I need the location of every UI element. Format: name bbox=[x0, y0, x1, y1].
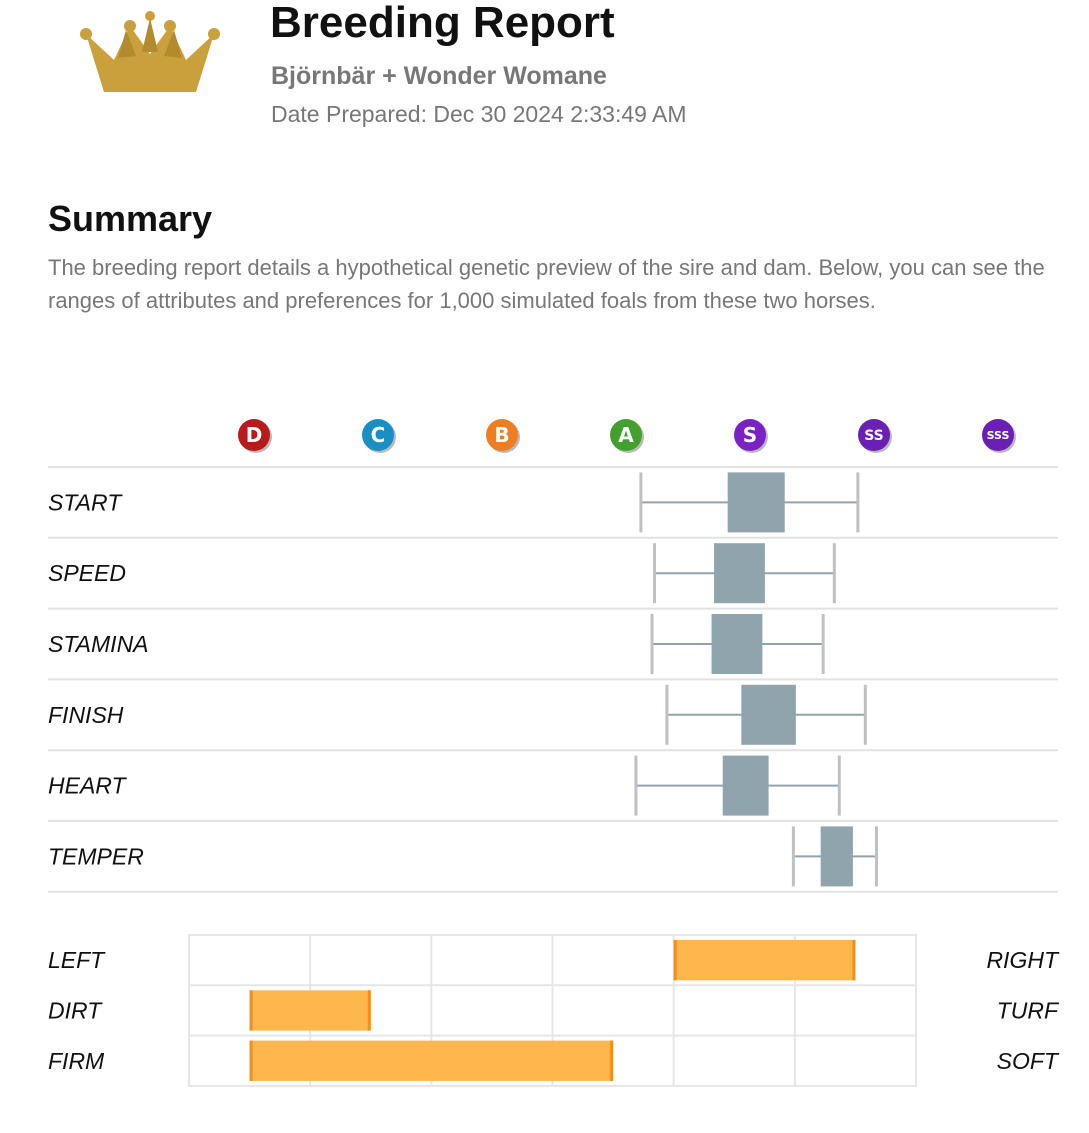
interquartile-box bbox=[714, 543, 765, 604]
grade-badge-b: B bbox=[486, 419, 520, 453]
preference-range-bar bbox=[249, 990, 371, 1031]
page-title: Breeding Report bbox=[270, 0, 615, 47]
box-row-speed: SPEED bbox=[48, 543, 1058, 610]
grade-badge-c: C bbox=[362, 419, 396, 453]
crown-logo-icon bbox=[80, 11, 220, 92]
interquartile-box bbox=[711, 614, 763, 674]
box-row-finish: FINISH bbox=[48, 684, 1058, 752]
interquartile-box bbox=[820, 826, 853, 887]
report-header: Breeding Report Björnbär + Wonder Womane… bbox=[0, 0, 1089, 150]
grade-badge-a: A bbox=[610, 419, 644, 453]
grade-badge-circle bbox=[238, 419, 270, 451]
preference-row-firm-soft: FIRM SOFT bbox=[48, 1040, 1060, 1081]
preference-left-label: FIRM bbox=[48, 1048, 105, 1074]
summary-heading: Summary bbox=[48, 198, 213, 239]
grade-label: B bbox=[494, 423, 509, 447]
attribute-label: START bbox=[48, 489, 123, 515]
preference-left-label: DIRT bbox=[48, 997, 103, 1023]
preference-right-label: SOFT bbox=[997, 1048, 1060, 1074]
breeding-chart: D C B A S SS SSSSTARTSPEEDSTAMINAFINISHHEARTTE… bbox=[48, 419, 1060, 1087]
grade-label: A bbox=[618, 423, 634, 447]
grade-label: D bbox=[246, 423, 263, 447]
preference-row-dirt-turf: DIRT TURF bbox=[48, 990, 1060, 1031]
preference-range-bar bbox=[249, 1040, 614, 1081]
grade-badge-circle bbox=[734, 419, 766, 451]
grade-badge-circle bbox=[858, 419, 890, 451]
grade-label: S bbox=[743, 423, 757, 447]
grade-badge-d: D bbox=[238, 419, 272, 453]
box-row-stamina: STAMINA bbox=[48, 614, 1058, 681]
grade-label: C bbox=[371, 423, 386, 447]
preference-left-label: LEFT bbox=[48, 947, 106, 973]
interquartile-box bbox=[741, 684, 796, 745]
pairing-subtitle: Björnbär + Wonder Womane bbox=[271, 62, 607, 90]
interquartile-box bbox=[727, 472, 785, 533]
grade-badge-ss: SS bbox=[858, 419, 892, 453]
box-row-temper: TEMPER bbox=[48, 826, 1058, 893]
grade-badge-circle bbox=[982, 419, 1014, 451]
grade-badge-circle bbox=[362, 419, 394, 451]
preference-right-label: RIGHT bbox=[986, 947, 1060, 973]
grade-label: SS bbox=[864, 428, 884, 444]
grade-badge-circle bbox=[486, 419, 518, 451]
attribute-label: FINISH bbox=[48, 702, 124, 728]
grade-badge-circle bbox=[610, 419, 642, 451]
attribute-label: TEMPER bbox=[48, 843, 144, 869]
summary-text: The breeding report details a hypothetic… bbox=[48, 255, 1045, 313]
preference-right-label: TURF bbox=[997, 997, 1060, 1023]
box-row-heart: HEART bbox=[48, 755, 1058, 822]
date-prepared: Date Prepared: Dec 30 2024 2:33:49 AM bbox=[271, 101, 687, 127]
attribute-label: HEART bbox=[48, 773, 127, 799]
grade-badge-sss: SSS bbox=[982, 419, 1016, 453]
grade-label: SSS bbox=[987, 429, 1010, 442]
attribute-label: STAMINA bbox=[48, 631, 149, 657]
preference-range-bar bbox=[673, 940, 856, 981]
box-row-start: START bbox=[48, 472, 1058, 539]
grade-badge-s: S bbox=[734, 419, 768, 453]
preference-row-left-right: LEFT RIGHT bbox=[48, 940, 1060, 981]
interquartile-box bbox=[722, 755, 769, 816]
attribute-label: SPEED bbox=[48, 560, 126, 586]
